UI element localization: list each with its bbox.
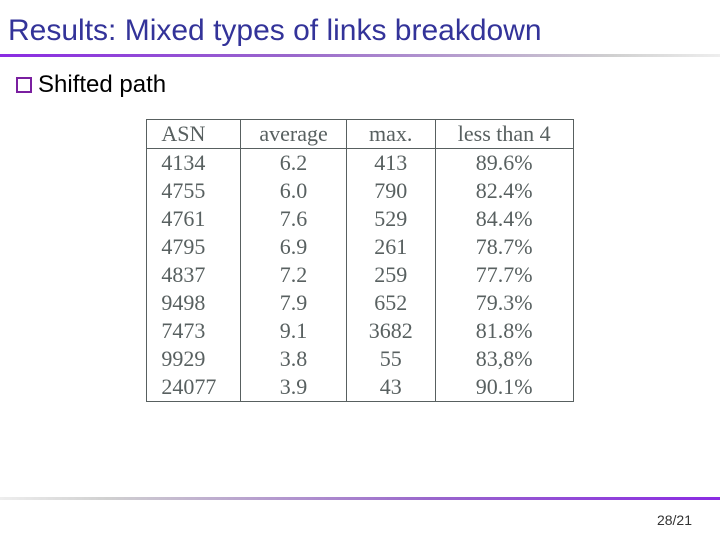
table-row: 4795 6.9 261 78.7%	[147, 233, 573, 261]
page-title: Results: Mixed types of links breakdown	[0, 0, 720, 54]
cell-avg: 7.2	[241, 261, 346, 289]
cell-max: 790	[346, 177, 435, 205]
page-number: 28/21	[657, 512, 692, 528]
cell-lt4: 82.4%	[435, 177, 573, 205]
cell-avg: 6.9	[241, 233, 346, 261]
col-header-lessthan4: less than 4	[435, 120, 573, 149]
cell-avg: 3.9	[241, 373, 346, 402]
cell-max: 259	[346, 261, 435, 289]
cell-asn: 9498	[147, 289, 241, 317]
cell-asn: 4755	[147, 177, 241, 205]
table-row: 4837 7.2 259 77.7%	[147, 261, 573, 289]
table-row: 4134 6.2 413 89.6%	[147, 149, 573, 178]
cell-max: 261	[346, 233, 435, 261]
cell-max: 3682	[346, 317, 435, 345]
table-header-row: ASN average max. less than 4	[147, 120, 573, 149]
table-row: 7473 9.1 3682 81.8%	[147, 317, 573, 345]
cell-lt4: 81.8%	[435, 317, 573, 345]
cell-max: 529	[346, 205, 435, 233]
cell-max: 652	[346, 289, 435, 317]
table-row: 9929 3.8 55 83,8%	[147, 345, 573, 373]
cell-asn: 9929	[147, 345, 241, 373]
table-row: 4755 6.0 790 82.4%	[147, 177, 573, 205]
col-header-average: average	[241, 120, 346, 149]
cell-asn: 24077	[147, 373, 241, 402]
cell-avg: 7.9	[241, 289, 346, 317]
square-bullet-icon	[16, 77, 32, 93]
cell-max: 413	[346, 149, 435, 178]
cell-lt4: 84.4%	[435, 205, 573, 233]
bullet-label: Shifted path	[38, 71, 166, 99]
col-header-asn: ASN	[147, 120, 241, 149]
table-row: 9498 7.9 652 79.3%	[147, 289, 573, 317]
col-header-max: max.	[346, 120, 435, 149]
cell-asn: 4761	[147, 205, 241, 233]
table-row: 24077 3.9 43 90.1%	[147, 373, 573, 402]
cell-asn: 4134	[147, 149, 241, 178]
cell-asn: 4837	[147, 261, 241, 289]
cell-lt4: 77.7%	[435, 261, 573, 289]
cell-lt4: 89.6%	[435, 149, 573, 178]
cell-lt4: 79.3%	[435, 289, 573, 317]
cell-avg: 7.6	[241, 205, 346, 233]
results-table: ASN average max. less than 4 4134 6.2 41…	[146, 119, 573, 402]
cell-max: 43	[346, 373, 435, 402]
footer-divider	[0, 497, 720, 500]
table-row: 4761 7.6 529 84.4%	[147, 205, 573, 233]
cell-avg: 3.8	[241, 345, 346, 373]
cell-asn: 4795	[147, 233, 241, 261]
cell-asn: 7473	[147, 317, 241, 345]
cell-avg: 6.2	[241, 149, 346, 178]
bullet-item: Shifted path	[0, 67, 720, 113]
cell-lt4: 78.7%	[435, 233, 573, 261]
cell-max: 55	[346, 345, 435, 373]
cell-lt4: 90.1%	[435, 373, 573, 402]
table-container: ASN average max. less than 4 4134 6.2 41…	[0, 119, 720, 402]
cell-avg: 9.1	[241, 317, 346, 345]
cell-avg: 6.0	[241, 177, 346, 205]
cell-lt4: 83,8%	[435, 345, 573, 373]
title-divider	[0, 54, 720, 57]
